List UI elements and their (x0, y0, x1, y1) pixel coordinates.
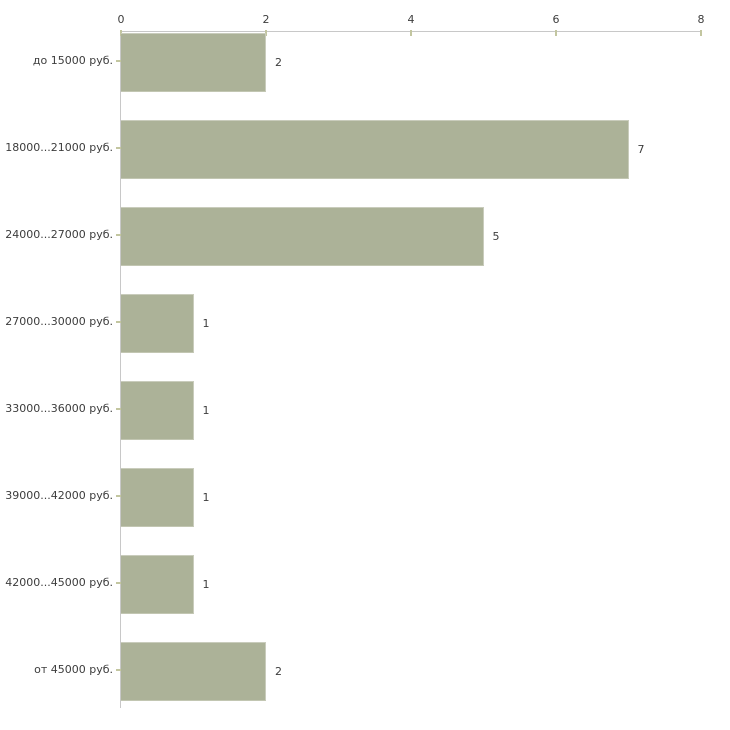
category-label: 33000...36000 руб. (5, 401, 113, 415)
bar-value-label: 5 (492, 229, 500, 243)
plot-area: 0 2 4 6 8 до 15000 руб. 2 18000...21000 руб. 7 24… (5, 13, 705, 708)
bar (121, 381, 194, 440)
y-axis-tick-mark (116, 407, 121, 410)
category-label: до 15000 руб. (32, 53, 113, 67)
bar-value-label: 7 (637, 142, 645, 156)
x-axis-tick-mark (265, 30, 267, 36)
bar (121, 33, 266, 92)
bar-value-label: 1 (202, 577, 210, 591)
y-axis-tick-mark (116, 320, 121, 323)
x-axis-tick-label: 8 (697, 13, 705, 26)
bar-value-label: 1 (202, 403, 210, 417)
bar (121, 468, 194, 527)
y-axis-tick-mark (116, 494, 121, 497)
category-label: от 45000 руб. (34, 662, 113, 676)
x-axis-tick-mark (410, 30, 412, 36)
bar (121, 555, 194, 614)
bar (121, 642, 266, 701)
category-label: 18000...21000 руб. (5, 140, 113, 154)
x-axis-tick-mark (700, 30, 702, 36)
bar-value-label: 2 (275, 664, 282, 678)
y-axis-tick-mark (116, 581, 121, 584)
y-axis-tick-mark (116, 668, 121, 671)
x-axis-tick-label: 4 (407, 13, 415, 26)
bar-value-label: 2 (275, 55, 282, 69)
y-axis-tick-mark (116, 59, 121, 62)
bar (121, 207, 484, 266)
bar (121, 294, 194, 353)
category-label: 39000...42000 руб. (5, 488, 113, 502)
x-axis-tick-label: 6 (552, 13, 560, 26)
x-axis-tick-mark (555, 30, 557, 36)
category-label: 42000...45000 руб. (5, 575, 113, 589)
category-label: 27000...30000 руб. (5, 314, 113, 328)
category-label: 24000...27000 руб. (5, 227, 113, 241)
bar-value-label: 1 (202, 490, 210, 504)
x-axis-tick-label: 2 (262, 13, 270, 26)
y-axis-tick-mark (116, 233, 121, 236)
x-axis-tick-label: 0 (117, 13, 125, 26)
bar (121, 120, 629, 179)
y-axis-tick-mark (116, 146, 121, 149)
bar-value-label: 1 (202, 316, 210, 330)
